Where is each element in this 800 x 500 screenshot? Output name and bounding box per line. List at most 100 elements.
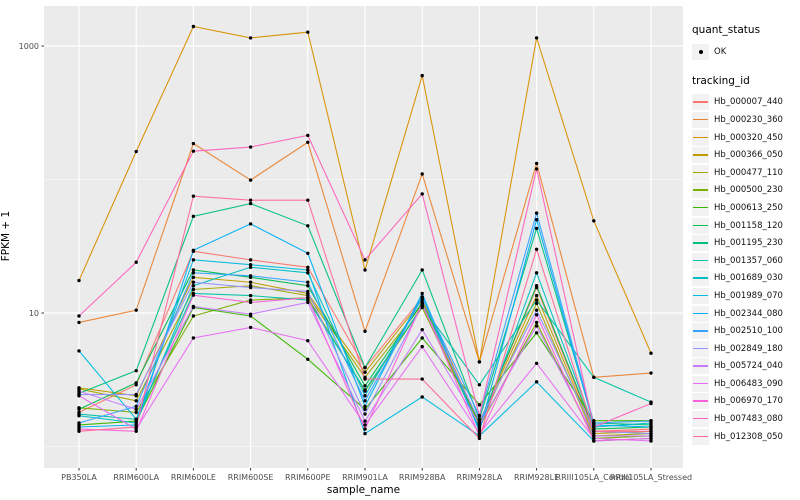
legend-item-Hb_000366_050: Hb_000366_050 [692,146,798,164]
data-point [191,280,196,284]
series-color-line-icon [693,294,708,297]
data-point [592,434,596,438]
x-tick-label: RRIM901LA [342,473,388,482]
data-point [534,217,539,222]
legend-item-label: Hb_000613_250 [714,202,783,213]
data-point [248,198,253,202]
data-point [248,280,253,284]
data-point [363,404,367,409]
x-tick-label: RRIM928LE [514,473,559,482]
data-point [534,298,539,302]
data-point [363,370,367,374]
data-point [420,172,424,176]
data-point [534,320,539,325]
data-point [592,219,596,223]
legend-key [692,182,709,199]
legend-key [692,411,709,428]
data-point [420,327,424,332]
legend-item-Hb_000500_230: Hb_000500_230 [692,182,798,200]
legend-item-label: Hb_000230_360 [714,114,783,125]
data-point [420,291,424,296]
x-tick-label: RRIII105LA_Control [556,473,633,482]
x-tick-label: RRIM928LA [457,473,503,482]
data-point [649,371,653,375]
legend-item-label: Hb_001689_030 [714,273,783,284]
data-point [134,425,138,429]
legend-key [692,287,709,304]
data-point [363,399,367,403]
series-color-line-icon [693,312,708,314]
legend-item-Hb_001158_120: Hb_001158_120 [692,217,798,235]
series-color-line-icon [693,171,708,174]
data-point [592,425,596,429]
legend-key [692,129,709,146]
data-point [477,414,482,418]
legend-item-Hb_001357_060: Hb_001357_060 [692,252,798,270]
data-point [363,407,367,411]
legend-item-Hb_006970_170: Hb_006970_170 [692,393,798,411]
legend-key [692,323,709,340]
legend-item-Hb_000007_440: Hb_000007_440 [692,94,798,112]
data-point [363,384,367,388]
series-color-line-icon [693,259,708,262]
data-point [477,403,482,407]
data-point [534,271,539,275]
data-point [191,304,196,309]
data-point [77,320,81,325]
series-color-line-icon [693,101,708,103]
data-point [77,349,81,353]
tracking-id-legend: tracking_id Hb_000007_440 Hb_000230_360 Hb… [692,75,798,446]
data-point [420,336,424,340]
data-point [534,380,539,384]
data-point [363,427,367,431]
data-point [420,395,424,399]
data-point [134,392,138,397]
data-point [477,436,482,441]
data-point [191,275,196,280]
series-color-line-icon [693,382,708,385]
series-color-line-icon [693,365,708,367]
data-point [649,425,653,429]
series-color-line-icon [693,154,708,156]
legend-item-label: Hb_006970_170 [714,396,783,407]
data-point [534,324,539,328]
series-color-line-icon [693,418,708,420]
legend-item-Hb_006483_090: Hb_006483_090 [692,375,798,393]
legend-item-Hb_000613_250: Hb_000613_250 [692,199,798,217]
series-color-line-icon [693,118,708,121]
legend-item-label: Hb_002510_100 [714,326,783,337]
legend-key [692,252,709,269]
data-point [534,226,539,231]
data-point [134,260,138,264]
data-point [248,258,253,262]
data-point [306,271,310,275]
data-point [363,258,367,262]
data-point [592,375,596,379]
data-point [134,417,138,421]
data-point [649,434,653,438]
series-color-line-icon [693,242,708,244]
data-point [534,161,539,166]
data-point [248,145,253,149]
data-point [477,431,482,436]
data-point [191,141,196,146]
tracking-id-legend-title: tracking_id [692,74,750,87]
legend-key [692,235,709,252]
data-point [306,284,310,288]
data-point [477,360,482,364]
series-color-line-icon [693,435,708,438]
data-point [248,285,253,290]
data-point [592,429,596,433]
data-point [191,24,196,29]
data-point [592,421,596,425]
data-point [77,314,81,318]
data-point [363,268,367,272]
legend-item-Hb_002344_080: Hb_002344_080 [692,305,798,323]
data-point [191,248,196,252]
x-tick-label: RRIM600SE [228,473,274,482]
data-point [363,377,367,381]
data-point [420,377,424,381]
data-point [191,293,196,297]
data-point [420,296,424,300]
